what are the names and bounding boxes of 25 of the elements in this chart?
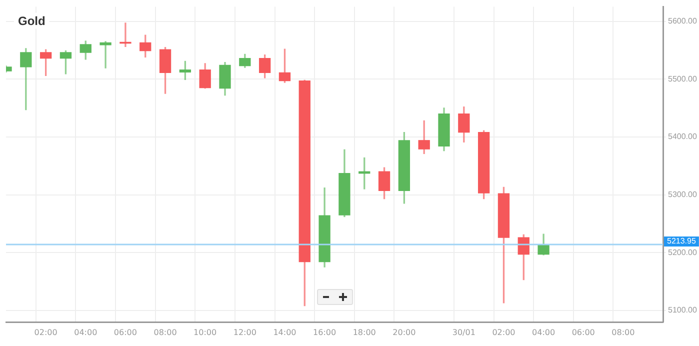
y-tick-label: 5500.00 [668, 74, 698, 84]
candlestick [100, 41, 112, 68]
x-tick-label: 08:00 [612, 328, 635, 337]
ref-line-label: 5213.95 [667, 236, 696, 246]
y-tick-label: 5100.00 [668, 306, 698, 315]
x-tick-label: 10:00 [194, 328, 217, 337]
x-tick-label: 20:00 [392, 328, 416, 337]
x-tick-label: 02:00 [34, 328, 58, 337]
x-tick-label: 04:00 [74, 328, 98, 337]
x-tick-label: 12:00 [233, 328, 256, 337]
x-tick-label: 30/01 [452, 328, 476, 337]
candlestick [120, 22, 132, 48]
x-tick-label: 06:00 [572, 328, 595, 337]
x-tick-label: 14:00 [273, 328, 296, 337]
y-tick-label: 5300.00 [668, 190, 698, 199]
x-tick-label: 04:00 [532, 328, 556, 337]
y-tick-label: 5400.00 [668, 132, 698, 142]
y-tick-label: 5600.00 [668, 16, 698, 26]
x-tick-label: 16:00 [313, 328, 336, 337]
y-tick-label: 5200.00 [668, 248, 698, 257]
x-tick-label: 08:00 [154, 328, 177, 337]
text: Gold [18, 14, 46, 28]
x-tick-label: 02:00 [492, 328, 516, 337]
x-tick-label: 06:00 [114, 328, 137, 337]
x-tick-label: 18:00 [352, 328, 376, 337]
